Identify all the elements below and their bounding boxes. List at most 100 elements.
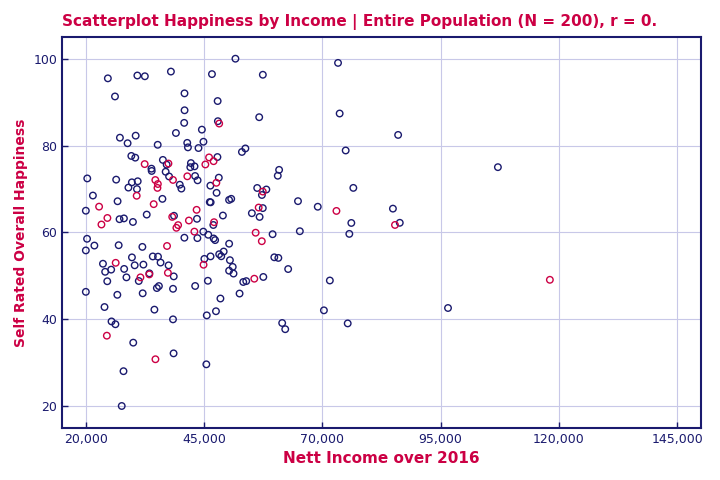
Point <box>223 267 235 275</box>
Point <box>116 402 127 410</box>
Point <box>101 332 112 339</box>
Point <box>109 93 121 100</box>
Point <box>80 288 91 296</box>
Point <box>332 59 343 67</box>
Point <box>201 312 212 319</box>
Point <box>137 289 148 297</box>
Point <box>135 274 146 281</box>
Point <box>163 262 174 269</box>
Point <box>160 168 171 176</box>
Point <box>340 146 351 154</box>
Point <box>110 259 122 267</box>
Point <box>276 319 288 327</box>
Point <box>145 165 157 172</box>
Point <box>274 166 285 174</box>
Point <box>202 231 214 239</box>
Point <box>130 132 141 140</box>
Point <box>225 195 237 203</box>
Point <box>250 229 261 237</box>
Point <box>131 185 143 193</box>
Point <box>133 277 145 285</box>
Y-axis label: Self Rated Overall Happiness: Self Rated Overall Happiness <box>14 118 28 347</box>
Point <box>118 367 130 375</box>
Point <box>184 163 196 171</box>
Point <box>212 97 223 105</box>
Point <box>97 260 109 267</box>
Point <box>114 216 125 223</box>
Point <box>126 253 138 261</box>
Point <box>99 268 111 276</box>
Point <box>192 215 203 223</box>
Point <box>211 179 222 187</box>
Point <box>223 240 235 248</box>
Point <box>172 221 184 229</box>
Point <box>94 203 105 211</box>
Point <box>163 173 175 180</box>
Point <box>189 163 200 170</box>
Point <box>168 212 180 220</box>
Point <box>267 230 279 238</box>
Point <box>215 295 226 302</box>
Point <box>346 219 357 227</box>
Point <box>205 199 217 206</box>
Point <box>121 274 132 281</box>
Point <box>150 355 161 363</box>
Point <box>179 89 190 97</box>
Point <box>189 172 201 180</box>
Point <box>208 157 220 165</box>
Point <box>394 219 405 227</box>
Point <box>138 261 149 268</box>
Point <box>162 269 174 276</box>
Point <box>143 271 155 278</box>
Point <box>137 243 148 251</box>
Point <box>143 269 155 277</box>
Point <box>240 277 252 285</box>
Point <box>213 251 225 258</box>
Point <box>171 224 182 232</box>
Point <box>236 148 248 156</box>
Point <box>157 156 168 164</box>
Point <box>392 131 404 139</box>
Point <box>208 235 220 242</box>
Point <box>203 154 215 161</box>
Point <box>181 139 193 147</box>
Point <box>312 203 323 211</box>
Point <box>96 221 107 228</box>
Point <box>254 213 266 221</box>
Point <box>257 71 269 79</box>
Point <box>161 161 172 168</box>
Point <box>204 198 215 206</box>
Point <box>163 160 174 168</box>
Point <box>318 307 330 314</box>
Point <box>152 141 163 149</box>
Point <box>348 184 359 192</box>
Point <box>227 263 238 271</box>
Point <box>207 221 219 229</box>
Point <box>155 259 166 266</box>
X-axis label: Nett Income over 2016: Nett Income over 2016 <box>283 451 480 466</box>
Point <box>168 273 179 280</box>
Point <box>152 253 163 261</box>
Point <box>208 218 220 226</box>
Point <box>80 207 91 215</box>
Point <box>246 209 258 217</box>
Point <box>114 134 126 142</box>
Point <box>132 178 143 185</box>
Point <box>279 325 291 333</box>
Point <box>240 144 251 152</box>
Point <box>174 181 186 189</box>
Point <box>292 197 304 205</box>
Point <box>217 212 229 219</box>
Point <box>146 167 158 175</box>
Point <box>165 68 176 75</box>
Point <box>294 228 305 235</box>
Point <box>168 349 179 357</box>
Point <box>102 214 113 222</box>
Point <box>80 247 91 254</box>
Point <box>223 196 235 204</box>
Point <box>185 159 197 167</box>
Point <box>442 304 454 312</box>
Point <box>199 255 210 263</box>
Point <box>197 228 209 236</box>
Point <box>161 242 173 250</box>
